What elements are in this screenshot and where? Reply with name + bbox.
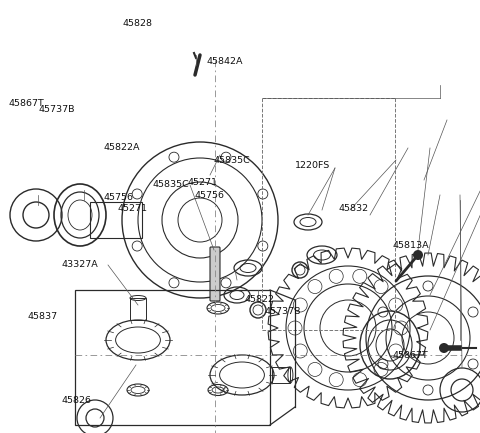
Text: 45271: 45271 (118, 204, 148, 213)
Text: 45756: 45756 (194, 191, 225, 200)
Text: 45737B: 45737B (38, 105, 75, 113)
Text: 45828: 45828 (122, 19, 153, 28)
Text: 45835C: 45835C (214, 156, 251, 165)
Circle shape (439, 343, 449, 353)
FancyBboxPatch shape (210, 247, 220, 301)
Text: 45826: 45826 (61, 396, 91, 405)
Text: 45822A: 45822A (103, 143, 140, 152)
Text: 45822: 45822 (245, 295, 275, 304)
Text: 45737B: 45737B (265, 307, 301, 316)
Text: 45837: 45837 (28, 313, 58, 321)
Text: 45867T: 45867T (9, 100, 44, 108)
Text: 1220FS: 1220FS (295, 161, 330, 170)
Text: 45842A: 45842A (206, 57, 243, 66)
Text: 45835C: 45835C (153, 180, 190, 188)
Text: 45271: 45271 (187, 178, 217, 187)
Text: 45813A: 45813A (393, 242, 429, 250)
Text: 43327A: 43327A (61, 261, 98, 269)
Text: 45756: 45756 (103, 193, 133, 201)
Circle shape (413, 250, 423, 260)
Text: 45867T: 45867T (393, 352, 428, 360)
Text: 45832: 45832 (338, 204, 369, 213)
